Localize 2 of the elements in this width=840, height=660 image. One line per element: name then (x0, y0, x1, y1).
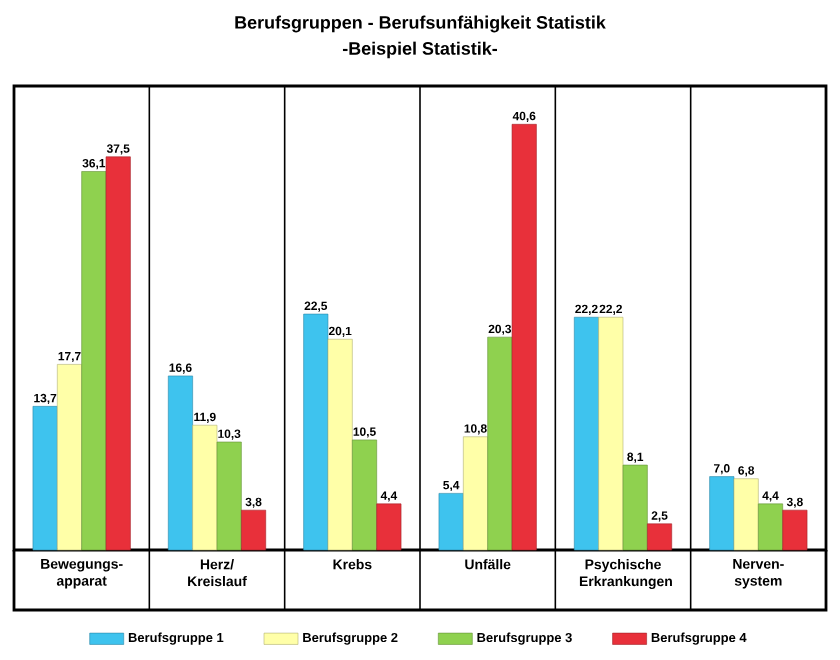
chart-title: Berufsgruppen - Berufsunfähigkeit Statistik (235, 15, 606, 33)
chart-subtitle: -Beispiel Statistik- (342, 41, 497, 59)
